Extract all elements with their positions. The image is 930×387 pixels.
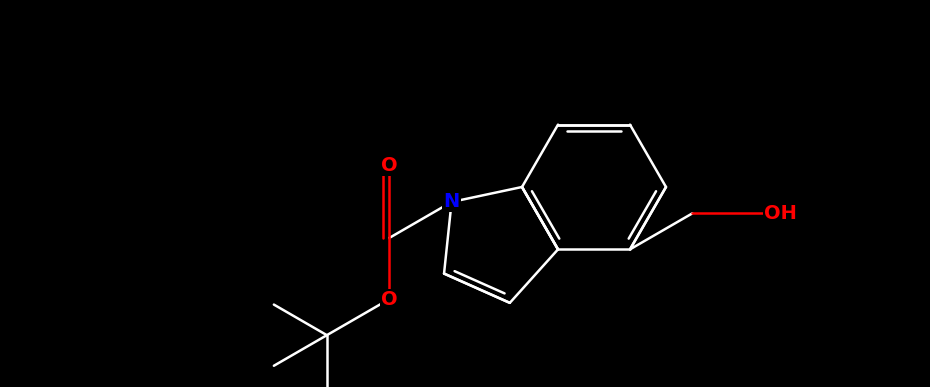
Text: O: O [381,156,397,175]
Text: OH: OH [764,204,797,223]
Text: O: O [381,290,397,309]
Text: N: N [444,192,459,211]
